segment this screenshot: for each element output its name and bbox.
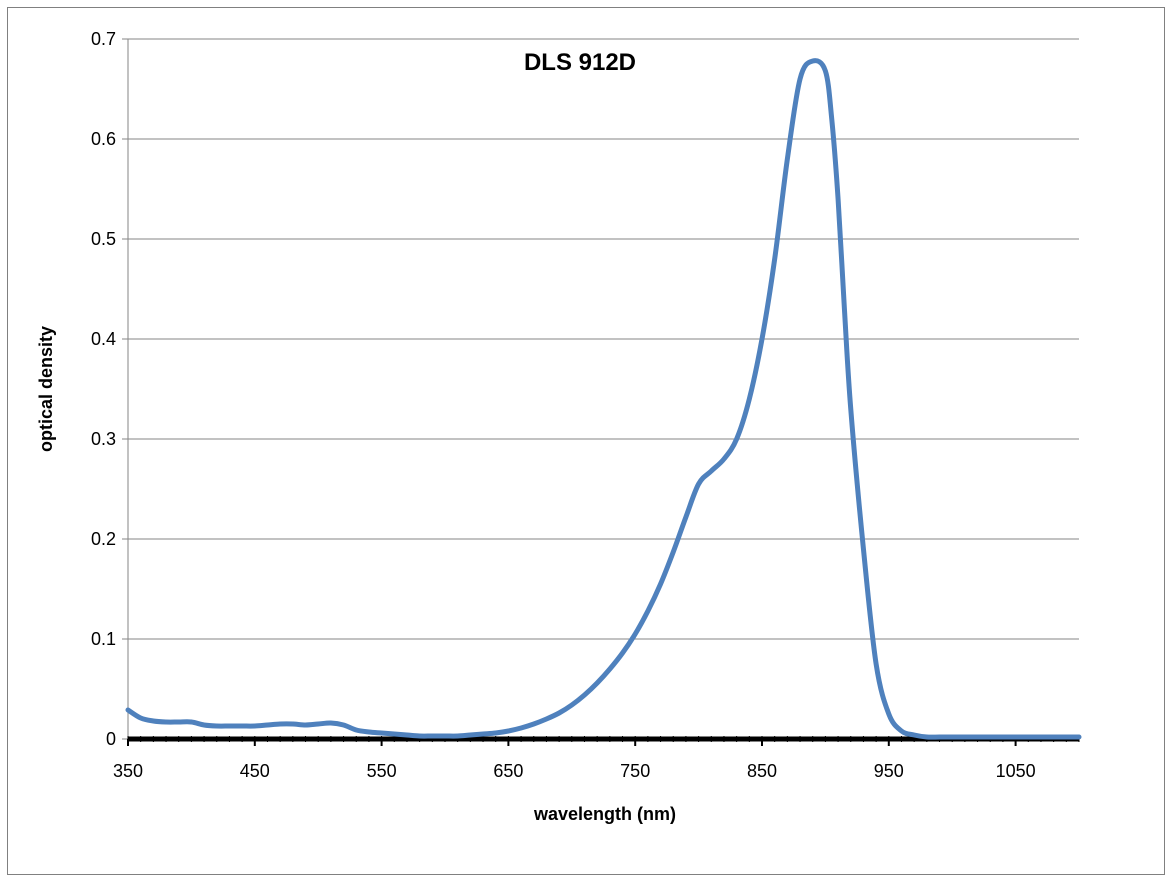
x-tick-label-6: 950	[874, 761, 904, 781]
series-line-0	[125, 58, 1082, 740]
x-tick-label-2: 550	[367, 761, 397, 781]
chart-title: DLS 912D	[524, 49, 636, 76]
x-tick-label-1: 450	[240, 761, 270, 781]
chart-frame	[7, 7, 1165, 875]
y-tick-label-0: 0	[106, 729, 116, 749]
x-tick-label-7: 1050	[996, 761, 1036, 781]
y-tick-label-6: 0.6	[91, 129, 116, 149]
x-tick-label-5: 850	[747, 761, 777, 781]
y-tick-label-1: 0.1	[91, 629, 116, 649]
tick-labels: 0 0.1 0.2 0.3 0.4 0.5 0.6 0.7 350 450 550 650 750 850…	[91, 29, 1036, 781]
axes	[122, 38, 1080, 746]
y-tick-label-2: 0.2	[91, 529, 116, 549]
gridlines	[128, 38, 1079, 640]
y-tick-label-3: 0.3	[91, 429, 116, 449]
x-axis-title: wavelength (nm)	[533, 804, 676, 824]
y-tick-label-5: 0.5	[91, 229, 116, 249]
series-layer	[125, 58, 1082, 740]
x-tick-label-4: 750	[620, 761, 650, 781]
y-axis-title: optical density	[36, 326, 56, 452]
y-tick-label-7: 0.7	[91, 29, 116, 49]
x-tick-label-3: 650	[493, 761, 523, 781]
x-tick-label-0: 350	[113, 761, 143, 781]
y-tick-label-4: 0.4	[91, 329, 116, 349]
